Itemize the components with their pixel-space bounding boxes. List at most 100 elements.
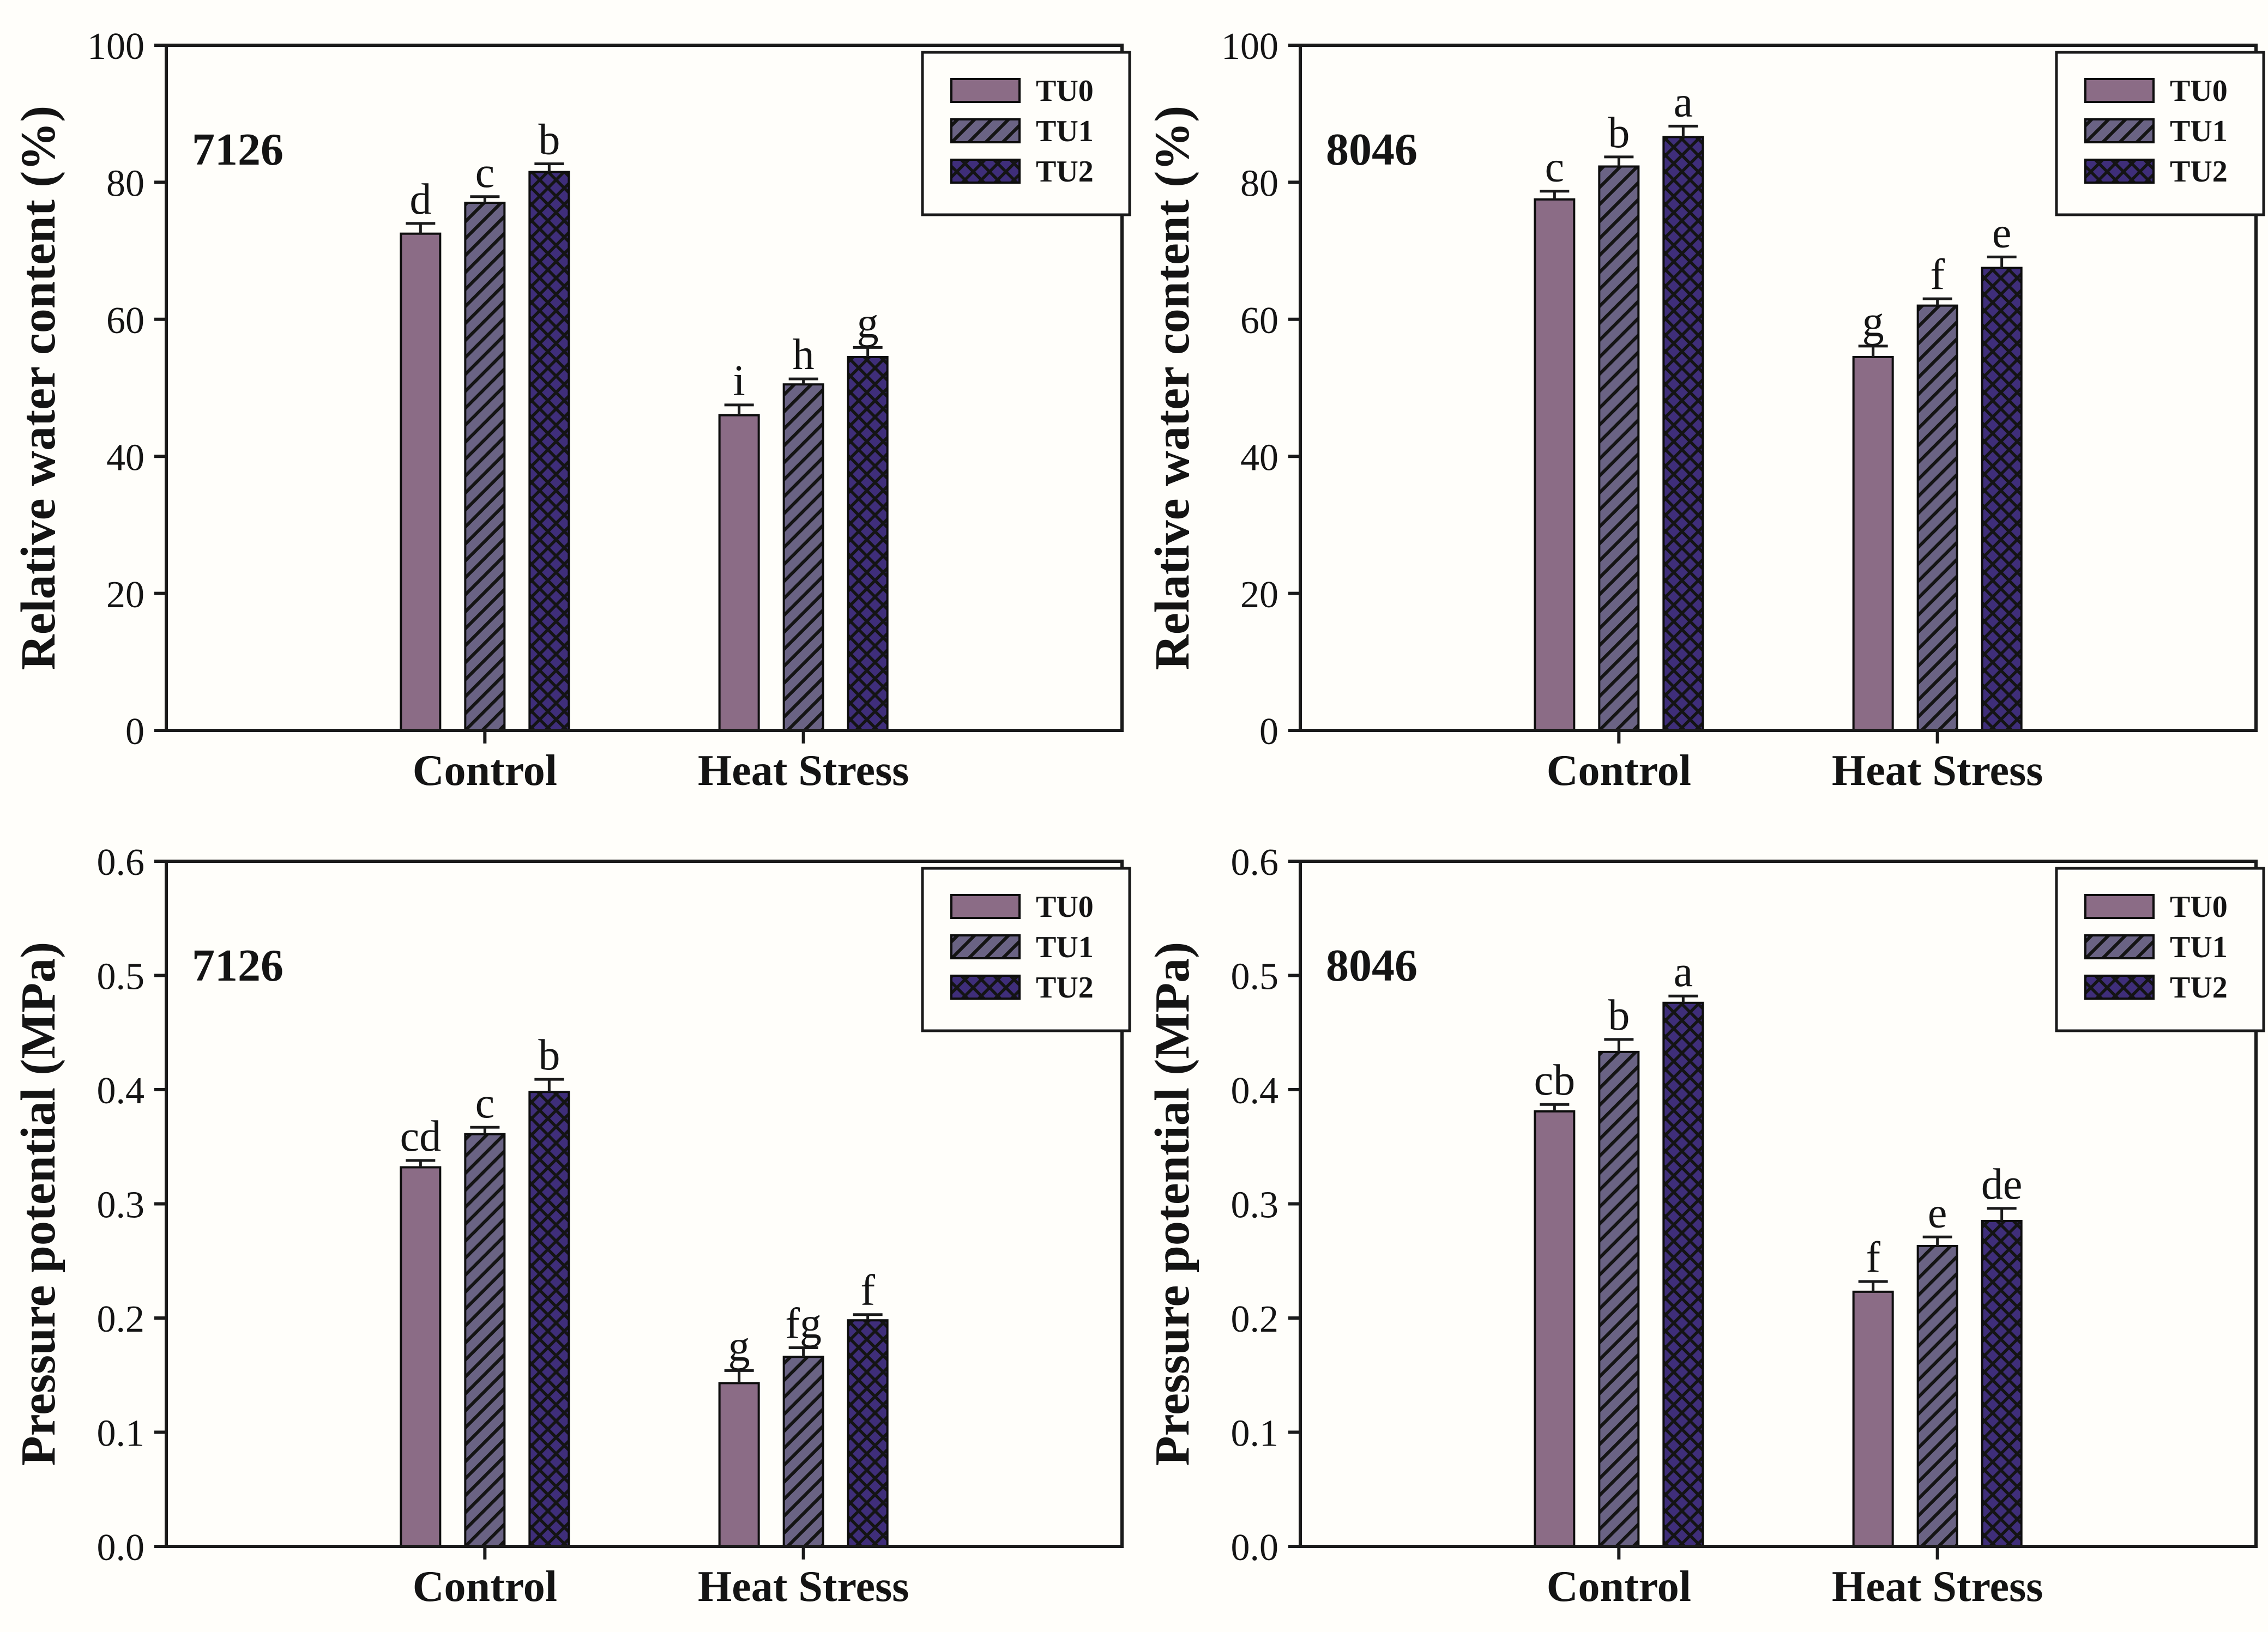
x-category-label: Heat Stress (1832, 1563, 2043, 1611)
legend-label-tu0: TU0 (1036, 74, 1094, 108)
sig-letter: c (475, 149, 495, 197)
sig-letter: h (793, 331, 815, 379)
bar-TU0-heat-stress (718, 1382, 760, 1548)
legend-swatch-tu2 (2084, 975, 2155, 1000)
bar-TU1-control (1598, 1050, 1640, 1548)
bar-TU0-heat-stress (718, 414, 760, 732)
legend-label-tu2: TU2 (1036, 155, 1094, 189)
legend-swatch-tu2 (950, 975, 1021, 1000)
y-tick-label: 0.0 (97, 1527, 145, 1569)
sig-letter: b (538, 116, 560, 164)
y-tick-label: 80 (1240, 163, 1278, 205)
legend-label-tu0: TU0 (1036, 890, 1094, 924)
panel-rwc-8046: 0 20 40 60 80 100 Control Heat Stress c g b f a e 8046… (1134, 0, 2268, 816)
bar-TU0-control (1534, 198, 1576, 732)
sig-letter: e (1928, 1189, 1947, 1237)
bar-TU2-heat-stress (1981, 1219, 2023, 1548)
sig-letter: cd (400, 1113, 442, 1160)
legend-swatch-tu1 (950, 118, 1021, 143)
y-tick-label: 100 (1221, 26, 1278, 68)
legend-label-tu1: TU1 (2170, 114, 2228, 148)
bar-TU0-control (1534, 1110, 1576, 1548)
sig-letter: i (733, 357, 745, 405)
legend-label-tu2: TU2 (2170, 155, 2228, 189)
panel-pp-8046: 0.0 0.1 0.2 0.3 0.4 0.5 0.6 Control Heat Stress c… (1134, 816, 2268, 1632)
plot-frame (1299, 44, 2258, 732)
x-category-label: Heat Stress (1832, 747, 2043, 795)
y-tick-label: 0.5 (97, 956, 145, 998)
y-tick-label: 0.3 (97, 1184, 145, 1226)
panel-label: 7126 (192, 940, 284, 991)
chart-rwc-8046: 0 20 40 60 80 100 Control Heat Stress c g b f a e 8046… (1134, 0, 2268, 816)
bar-TU2-control (1662, 1001, 1704, 1548)
y-tick-label: 0.3 (1231, 1184, 1279, 1226)
legend-label-tu2: TU2 (2170, 971, 2228, 1005)
bar-TU1-control (464, 1133, 506, 1548)
x-category-label: Control (413, 1563, 557, 1611)
sig-letter: g (857, 299, 879, 347)
y-tick-label: 0.6 (1231, 842, 1279, 884)
y-axis-label: Pressure potential (MPa) (1145, 942, 1199, 1466)
sig-letter: f (1866, 1234, 1880, 1282)
x-category-label: Control (1547, 747, 1691, 795)
plot-frame (1299, 860, 2258, 1548)
legend-label-tu0: TU0 (2170, 74, 2228, 108)
bar-TU1-heat-stress (782, 1356, 824, 1548)
x-category-label: Control (413, 747, 557, 795)
sig-letter: f (860, 1267, 875, 1315)
y-tick-label: 0.4 (97, 1070, 145, 1112)
bar-TU2-control (1662, 136, 1704, 732)
panel-label: 8046 (1326, 124, 1417, 175)
sig-letter: c (1545, 143, 1565, 191)
y-tick-label: 60 (106, 300, 144, 342)
legend-label-tu2: TU2 (1036, 971, 1094, 1005)
y-tick-label: 80 (106, 163, 144, 205)
panel-rwc-7126: 0 20 40 60 80 100 Control Heat Stress d i c h b g 7126… (0, 0, 1134, 816)
y-tick-label: 0.2 (97, 1298, 145, 1340)
legend-swatch-tu1 (2084, 118, 2155, 143)
y-axis-label: Relative water content (%) (1145, 106, 1199, 670)
plot-frame (165, 44, 1124, 732)
bar-TU1-control (1598, 165, 1640, 732)
chart-pp-8046: 0.0 0.1 0.2 0.3 0.4 0.5 0.6 Control Heat Stress c… (1134, 816, 2268, 1632)
sig-letter: a (1674, 948, 1693, 996)
panel-label: 7126 (192, 124, 284, 175)
legend-swatch-tu0 (950, 78, 1021, 103)
bar-TU1-heat-stress (782, 383, 824, 732)
bar-TU1-control (464, 202, 506, 732)
y-tick-label: 0.6 (97, 842, 145, 884)
y-tick-label: 0.1 (1231, 1413, 1279, 1455)
bar-TU2-control (528, 171, 570, 732)
legend-swatch-tu0 (950, 894, 1021, 919)
y-tick-label: 20 (1240, 574, 1278, 616)
chart-rwc-7126: 0 20 40 60 80 100 Control Heat Stress d i c h b g 7126… (0, 0, 1134, 816)
bar-TU2-control (528, 1091, 570, 1548)
legend-swatch-tu2 (950, 159, 1021, 184)
y-tick-label: 100 (87, 26, 144, 68)
sig-letter: c (475, 1079, 495, 1127)
legend-label-tu1: TU1 (1036, 114, 1094, 148)
legend-label-tu0: TU0 (2170, 890, 2228, 924)
sig-letter: cb (1534, 1056, 1576, 1104)
legend-label-tu1: TU1 (1036, 930, 1094, 964)
sig-letter: f (1930, 251, 1945, 299)
legend-swatch-tu1 (2084, 934, 2155, 959)
panel-label: 8046 (1326, 940, 1417, 991)
sig-letter: fg (785, 1299, 822, 1347)
panel-pp-7126: 0.0 0.1 0.2 0.3 0.4 0.5 0.6 Control Heat Stress c… (0, 816, 1134, 1632)
bar-TU0-heat-stress (1852, 355, 1894, 732)
y-axis-label: Pressure potential (MPa) (11, 942, 65, 1466)
bar-TU2-heat-stress (1981, 267, 2023, 732)
x-category-label: Control (1547, 1563, 1691, 1611)
sig-letter: d (409, 176, 431, 223)
y-tick-label: 20 (106, 574, 144, 616)
y-tick-label: 0 (1259, 711, 1278, 753)
y-tick-label: 0.0 (1231, 1527, 1279, 1569)
sig-letter: b (1608, 992, 1630, 1039)
legend-swatch-tu2 (2084, 159, 2155, 184)
y-tick-label: 40 (106, 437, 144, 479)
y-tick-label: 0.5 (1231, 956, 1279, 998)
bar-TU1-heat-stress (1916, 304, 1958, 732)
chart-pp-7126: 0.0 0.1 0.2 0.3 0.4 0.5 0.6 Control Heat Stress c… (0, 816, 1134, 1632)
